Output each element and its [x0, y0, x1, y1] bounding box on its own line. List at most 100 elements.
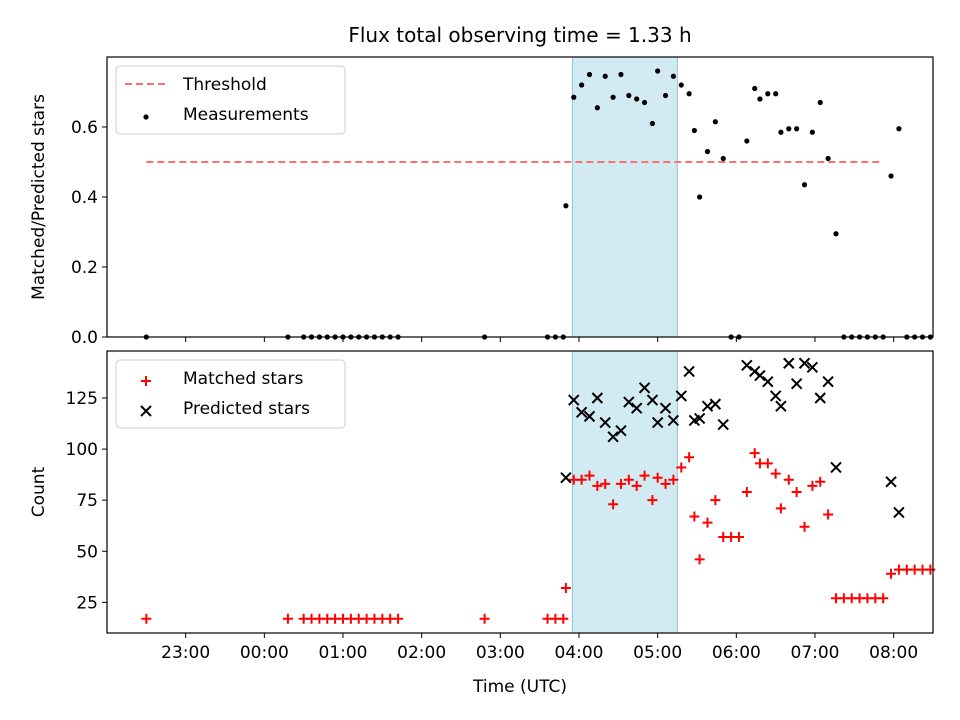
y-tick-label: 25 — [76, 593, 98, 613]
data-point — [885, 476, 897, 488]
data-point — [670, 73, 677, 79]
x-tick-label: 06:00 — [712, 643, 761, 663]
panel-2: 25 50 75 100 125 23:00 00:00 01:00 02:00 03:00 04:… — [29, 350, 936, 697]
panel-1: Flux total observing time = 1.33 h 0.0 0.2… — [29, 23, 934, 348]
data-point — [815, 476, 826, 487]
data-point — [576, 474, 587, 485]
data-point — [704, 148, 711, 155]
data-point — [558, 613, 569, 624]
x-tick-label: 08:00 — [869, 643, 918, 663]
data-point — [560, 471, 572, 484]
data-point — [649, 120, 656, 127]
data-point — [676, 462, 687, 473]
y-tick-label: 50 — [76, 542, 98, 562]
y-tick-label: 0.6 — [71, 118, 98, 138]
x-tick-label: 04:00 — [555, 643, 604, 663]
data-point — [896, 126, 902, 132]
data-point — [634, 96, 640, 102]
x-tick-label: 02:00 — [397, 643, 446, 663]
data-point — [594, 105, 600, 111]
data-point — [563, 203, 569, 209]
data-point — [783, 474, 794, 485]
data-point — [709, 398, 722, 410]
data-point — [579, 82, 585, 88]
data-point — [886, 568, 897, 579]
y-axis-label: Count — [29, 466, 49, 517]
data-point — [757, 96, 763, 102]
data-point — [591, 392, 604, 404]
data-point — [618, 71, 624, 78]
data-point — [691, 127, 697, 134]
y-tick-label: 0.4 — [71, 188, 98, 208]
data-point — [741, 359, 753, 372]
x-tick-label: 05:00 — [633, 643, 682, 663]
data-point — [710, 495, 721, 506]
data-point — [630, 402, 643, 414]
data-point — [568, 394, 580, 406]
data-point — [697, 194, 703, 200]
data-point — [773, 91, 779, 97]
data-point — [683, 365, 695, 378]
data-point — [660, 478, 671, 489]
data-point — [822, 375, 834, 388]
data-point — [639, 470, 650, 481]
data-point — [607, 431, 619, 443]
data-point — [925, 564, 936, 575]
data-point — [655, 68, 661, 74]
data-point — [893, 506, 905, 519]
data-point — [794, 126, 800, 132]
data-point — [608, 499, 619, 510]
data-point — [583, 410, 596, 423]
data-point — [686, 91, 692, 97]
data-point — [770, 468, 781, 479]
data-point — [615, 424, 627, 437]
data-point — [720, 155, 726, 162]
data-point — [733, 531, 744, 542]
y-axis-label: Matched/Predicted stars — [29, 94, 49, 300]
data-point — [712, 119, 718, 125]
data-point — [631, 480, 642, 491]
series-x — [560, 357, 905, 519]
data-point — [752, 85, 758, 92]
data-point — [662, 92, 669, 99]
data-point — [651, 416, 664, 429]
data-point — [479, 613, 490, 624]
data-point — [749, 448, 760, 459]
legend-label: Predicted stars — [183, 399, 310, 419]
x-tick-label: 23:00 — [161, 643, 210, 663]
x-axis-label: Time (UTC) — [472, 677, 567, 697]
data-point — [775, 400, 787, 412]
data-point — [659, 402, 672, 414]
data-point — [833, 231, 839, 237]
y-tick-label: 0.2 — [71, 258, 98, 278]
data-point — [791, 487, 802, 497]
data-point — [610, 94, 616, 100]
data-point — [626, 92, 632, 99]
data-point — [668, 474, 679, 485]
series-plus — [141, 448, 936, 624]
data-point — [141, 613, 152, 624]
y-tick-label: 75 — [76, 491, 98, 511]
x-tick-label: 03:00 — [476, 643, 525, 663]
data-point — [560, 583, 571, 594]
legend-box — [115, 359, 346, 429]
data-point — [798, 357, 811, 369]
data-point — [783, 357, 795, 369]
data-point — [623, 474, 634, 485]
data-point — [689, 511, 700, 522]
data-point — [817, 99, 823, 106]
legend-item: Matched stars — [141, 369, 303, 389]
data-point — [638, 382, 651, 394]
legend: Threshold Measurements — [115, 65, 346, 135]
data-point — [667, 414, 680, 427]
data-point — [823, 509, 834, 520]
data-point — [646, 394, 659, 406]
data-point — [393, 613, 404, 624]
legend-label: Threshold — [182, 75, 267, 95]
legend-marker — [143, 114, 149, 120]
plot-frame — [106, 350, 934, 634]
data-point — [825, 155, 831, 162]
legend-item: Threshold — [125, 75, 267, 95]
data-point — [678, 82, 684, 88]
data-point — [282, 613, 293, 624]
